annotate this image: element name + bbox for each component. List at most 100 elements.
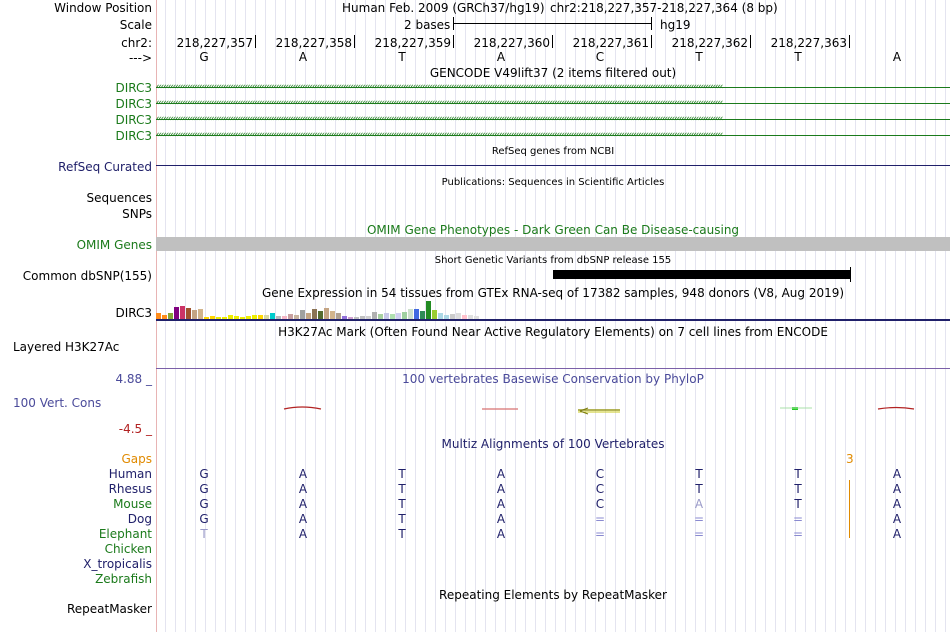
- gtex-tissue-bar[interactable]: [300, 310, 305, 319]
- gtex-tissue-bar[interactable]: [414, 309, 419, 319]
- gtex-tissue-bar[interactable]: [384, 313, 389, 319]
- species-label-x-tropicalis[interactable]: X_tropicalis: [83, 557, 152, 571]
- layered-h3k27ac-label[interactable]: Layered H3K27Ac: [13, 340, 120, 354]
- gtex-tissue-bar[interactable]: [444, 315, 449, 319]
- gtex-tissue-bar[interactable]: [438, 313, 443, 319]
- gtex-tissue-bar[interactable]: [192, 310, 197, 319]
- gencode-gene-label[interactable]: DIRC3: [115, 81, 152, 95]
- species-label-dog[interactable]: Dog: [127, 512, 152, 526]
- species-label-chicken[interactable]: Chicken: [104, 542, 152, 556]
- gtex-tissue-bar[interactable]: [318, 311, 323, 319]
- gencode-gene-label[interactable]: DIRC3: [115, 129, 152, 143]
- gtex-tissue-bar[interactable]: [264, 315, 269, 319]
- gtex-tissue-bar[interactable]: [432, 310, 437, 319]
- gencode-transcript[interactable]: [156, 83, 950, 92]
- gtex-tissue-bar[interactable]: [156, 313, 161, 319]
- gtex-tissue-bar[interactable]: [306, 313, 311, 319]
- gtex-tissue-bar[interactable]: [336, 313, 341, 319]
- gtex-tissue-bar[interactable]: [270, 313, 275, 319]
- grid-line: [185, 0, 186, 632]
- gtex-tissue-bar[interactable]: [312, 309, 317, 319]
- species-label-zebrafish[interactable]: Zebrafish: [95, 572, 152, 586]
- gtex-tissue-bar[interactable]: [390, 314, 395, 319]
- species-label-rhesus[interactable]: Rhesus: [108, 482, 152, 496]
- grid-line: [705, 0, 706, 632]
- gtex-tissue-bar[interactable]: [276, 316, 281, 319]
- omim-genes-label[interactable]: OMIM Genes: [76, 238, 152, 252]
- gtex-tissue-bar[interactable]: [222, 317, 227, 319]
- gtex-tissue-bar[interactable]: [288, 314, 293, 319]
- grid-line: [695, 0, 696, 632]
- gtex-tissue-bar[interactable]: [240, 317, 245, 319]
- window-position-label[interactable]: Window Position: [54, 1, 152, 15]
- gtex-tissue-bar[interactable]: [462, 315, 467, 319]
- ruler-position-label: 218,227,362: [671, 36, 748, 50]
- gtex-tissue-bar[interactable]: [354, 317, 359, 319]
- gtex-tissue-bar[interactable]: [450, 314, 455, 319]
- species-label-mouse[interactable]: Mouse: [113, 497, 152, 511]
- gtex-tissue-bar[interactable]: [474, 316, 479, 319]
- grid-line: [845, 0, 846, 632]
- track-image-area[interactable]: Human Feb. 2009 (GRCh37/hg19) chr2:218,2…: [156, 0, 950, 632]
- gtex-tissue-bar[interactable]: [330, 311, 335, 319]
- phylop-signal[interactable]: [156, 400, 950, 420]
- gtex-tissue-bar[interactable]: [252, 315, 257, 319]
- gencode-transcript[interactable]: [156, 131, 950, 140]
- refseq-gene-line[interactable]: [156, 165, 950, 166]
- omim-track-title: OMIM Gene Phenotypes - Dark Green Can Be…: [366, 223, 740, 237]
- chromosome-label[interactable]: chr2:: [121, 36, 152, 50]
- snp-variant-bar[interactable]: [553, 270, 850, 279]
- gencode-gene-label[interactable]: DIRC3: [115, 97, 152, 111]
- sequences-label[interactable]: Sequences: [86, 191, 152, 205]
- gtex-tissue-bar[interactable]: [426, 301, 431, 319]
- gencode-transcript[interactable]: [156, 99, 950, 108]
- gaps-label[interactable]: Gaps: [121, 452, 152, 466]
- gtex-gene-label[interactable]: DIRC3: [115, 306, 152, 320]
- gtex-tissue-bar[interactable]: [468, 315, 473, 319]
- gtex-tissue-bar[interactable]: [282, 316, 287, 319]
- gtex-tissue-bar[interactable]: [174, 307, 179, 319]
- gtex-tissue-bar[interactable]: [258, 315, 263, 319]
- gtex-tissue-bar[interactable]: [348, 317, 353, 319]
- gtex-tissue-bar[interactable]: [168, 313, 173, 319]
- gtex-tissue-bar[interactable]: [366, 316, 371, 319]
- h3k27ac-signal-line[interactable]: [156, 368, 950, 369]
- gtex-tissue-bar[interactable]: [234, 316, 239, 319]
- omim-gene-bar[interactable]: [156, 237, 950, 251]
- grid-line: [595, 0, 596, 632]
- refseq-curated-label[interactable]: RefSeq Curated: [58, 160, 152, 174]
- grid-line: [895, 0, 896, 632]
- gtex-tissue-bar[interactable]: [162, 315, 167, 319]
- species-label-human[interactable]: Human: [108, 467, 152, 481]
- gtex-tissue-bar[interactable]: [216, 317, 221, 319]
- gtex-tissue-bar[interactable]: [228, 315, 233, 319]
- gtex-tissue-bar[interactable]: [402, 312, 407, 319]
- gencode-gene-label[interactable]: DIRC3: [115, 113, 152, 127]
- gencode-transcript[interactable]: [156, 115, 950, 124]
- grid-line: [655, 0, 656, 632]
- gtex-tissue-bar[interactable]: [408, 309, 413, 319]
- gtex-tissue-bar[interactable]: [396, 313, 401, 319]
- repeatmasker-label[interactable]: RepeatMasker: [66, 602, 152, 616]
- scale-label[interactable]: Scale: [119, 18, 152, 32]
- gtex-tissue-bar[interactable]: [456, 313, 461, 319]
- gtex-tissue-bar[interactable]: [210, 316, 215, 319]
- gtex-tissue-bar[interactable]: [294, 315, 299, 319]
- gtex-tissue-bar[interactable]: [378, 314, 383, 319]
- gtex-tissue-bar[interactable]: [360, 316, 365, 319]
- gtex-tissue-bar[interactable]: [186, 308, 191, 319]
- species-label-elephant[interactable]: Elephant: [98, 527, 152, 541]
- alignment-base: A: [298, 482, 308, 496]
- gtex-tissue-bar[interactable]: [198, 309, 203, 319]
- snps-label[interactable]: SNPs: [122, 207, 152, 221]
- gtex-tissue-bar[interactable]: [180, 306, 185, 319]
- common-dbsnp-label[interactable]: Common dbSNP(155): [22, 269, 152, 283]
- gtex-tissue-bar[interactable]: [420, 311, 425, 319]
- strand-toggle[interactable]: --->: [128, 51, 152, 65]
- vert-cons-label[interactable]: 100 Vert. Cons: [13, 396, 102, 410]
- gtex-tissue-bar[interactable]: [372, 312, 377, 319]
- gtex-tissue-bar[interactable]: [342, 316, 347, 319]
- gtex-tissue-bar[interactable]: [246, 316, 251, 319]
- gtex-tissue-bar[interactable]: [204, 317, 209, 319]
- gtex-tissue-bar[interactable]: [324, 308, 329, 319]
